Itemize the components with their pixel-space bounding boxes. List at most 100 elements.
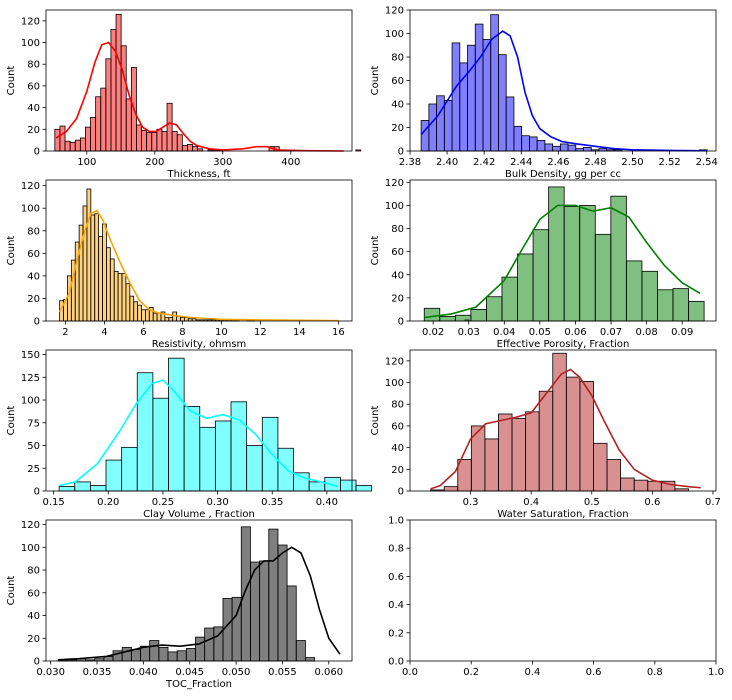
histogram-bar xyxy=(521,135,530,152)
histogram-bar xyxy=(130,649,141,662)
histogram-bar xyxy=(141,309,146,322)
histogram-bar xyxy=(166,102,173,152)
x-tick-label: 2.46 xyxy=(547,157,569,168)
subplot-5: 0.15 0.20 0.25 0.30 0.35 0.40 0 25 50 75 100 125 150… xyxy=(6,349,373,520)
histogram-bar xyxy=(567,144,577,152)
histogram-bar xyxy=(121,446,138,492)
histogram-bar xyxy=(136,124,142,152)
histogram-bar xyxy=(183,405,201,492)
y-tick-label: 20 xyxy=(27,125,40,136)
y-tick-label: 60 xyxy=(391,247,404,258)
histogram-bar xyxy=(59,125,66,152)
x-tick-label: 2.52 xyxy=(659,157,681,168)
x-tick-label: 0.20 xyxy=(97,497,119,508)
subplot-7: 0.030 0.035 0.040 0.045 0.050 0.055 0.060 0 20 40… xyxy=(6,519,353,690)
x-tick-label: 0.40 xyxy=(316,497,338,508)
histogram-bar xyxy=(129,295,135,322)
y-axis-label: Count xyxy=(370,406,381,436)
histogram-bar xyxy=(454,314,472,322)
x-tick-label: 12 xyxy=(254,327,267,338)
y-axis-label: Count xyxy=(6,576,17,606)
y-tick-label: 80 xyxy=(27,60,40,71)
histogram-bar xyxy=(144,309,150,322)
x-tick-label: 2.42 xyxy=(473,157,495,168)
y-tick-label: 80 xyxy=(391,224,404,235)
histogram-bar xyxy=(102,223,107,322)
y-tick-label: 1.0 xyxy=(388,516,404,527)
histogram-bar xyxy=(606,459,622,492)
y-tick-label: 0 xyxy=(34,487,40,498)
histogram-bar xyxy=(64,140,71,152)
x-tick-label: 6 xyxy=(140,327,146,338)
axes-frame xyxy=(409,349,717,492)
histogram-bar xyxy=(141,129,148,152)
y-tick-label: 0 xyxy=(398,147,404,158)
histogram-bar xyxy=(167,651,178,662)
y-tick-label: 0 xyxy=(34,317,40,328)
histogram-bar xyxy=(484,438,499,492)
x-tick-label: 0.02 xyxy=(422,327,444,338)
histogram-bar xyxy=(593,442,608,492)
axes-frame xyxy=(409,519,717,662)
histogram-bar xyxy=(152,312,158,322)
y-tick-label: 150 xyxy=(21,350,40,361)
x-tick-label: 0.03 xyxy=(458,327,480,338)
y-tick-label: 100 xyxy=(21,204,40,215)
x-tick-label: 0.6 xyxy=(586,667,602,678)
histogram-bar xyxy=(517,253,534,322)
histogram-bar xyxy=(579,205,596,322)
histogram-bar xyxy=(171,131,178,152)
y-tick-label: 0 xyxy=(34,657,40,668)
histogram-bar xyxy=(563,206,581,322)
histogram-bar xyxy=(308,481,326,492)
axes-frame xyxy=(45,519,353,662)
histogram-bar xyxy=(176,316,181,322)
histogram-bar xyxy=(647,480,662,492)
histogram-bars xyxy=(57,526,315,662)
x-tick-label: 200 xyxy=(145,157,164,168)
y-tick-label: 60 xyxy=(27,588,40,599)
histogram-bar xyxy=(544,143,553,152)
y-tick-label: 20 xyxy=(27,294,40,305)
histogram-bar xyxy=(98,235,103,322)
histogram-bars xyxy=(54,13,362,152)
y-tick-label: 120 xyxy=(21,181,40,192)
histogram-bar xyxy=(583,147,592,152)
x-tick-label: 0.7 xyxy=(705,497,721,508)
x-axis-label: TOC_Fraction xyxy=(165,679,232,690)
histogram-bars xyxy=(58,357,373,492)
histogram-bar xyxy=(511,417,527,492)
y-tick-label: 125 xyxy=(21,373,40,384)
histogram-bar xyxy=(443,100,453,152)
histogram-bar xyxy=(688,300,705,322)
y-axis-label: Count xyxy=(6,236,17,266)
x-axis-label: Thickness, ft xyxy=(166,169,230,180)
y-tick-label: 100 xyxy=(385,201,404,212)
histogram-bar xyxy=(565,376,581,492)
axes-frame xyxy=(409,179,717,322)
histogram-bar xyxy=(117,273,123,322)
histogram-bar xyxy=(120,45,127,152)
histogram-bar xyxy=(240,526,251,662)
histogram-bar xyxy=(125,98,132,152)
histogram-bar xyxy=(222,598,233,662)
histogram-bar xyxy=(183,317,189,322)
histogram-bar xyxy=(277,447,294,492)
y-tick-label: 80 xyxy=(27,226,40,237)
y-tick-label: 120 xyxy=(385,6,404,17)
histogram-bar xyxy=(54,128,61,152)
histogram-bar xyxy=(67,275,72,322)
histogram-bar xyxy=(106,247,111,322)
histogram-bar xyxy=(125,283,131,322)
y-tick-label: 20 xyxy=(391,293,404,304)
histogram-bar xyxy=(192,146,199,152)
x-tick-label: 2.40 xyxy=(436,157,458,168)
y-tick-label: 100 xyxy=(21,543,40,554)
histogram-bar xyxy=(529,136,538,152)
histogram-bar xyxy=(486,296,503,322)
histogram-bar xyxy=(536,140,546,152)
x-tick-label: 0.07 xyxy=(600,327,622,338)
x-tick-label: 0.035 xyxy=(83,667,112,678)
histogram-bar xyxy=(436,95,445,152)
x-tick-label: 0.2 xyxy=(463,667,479,678)
